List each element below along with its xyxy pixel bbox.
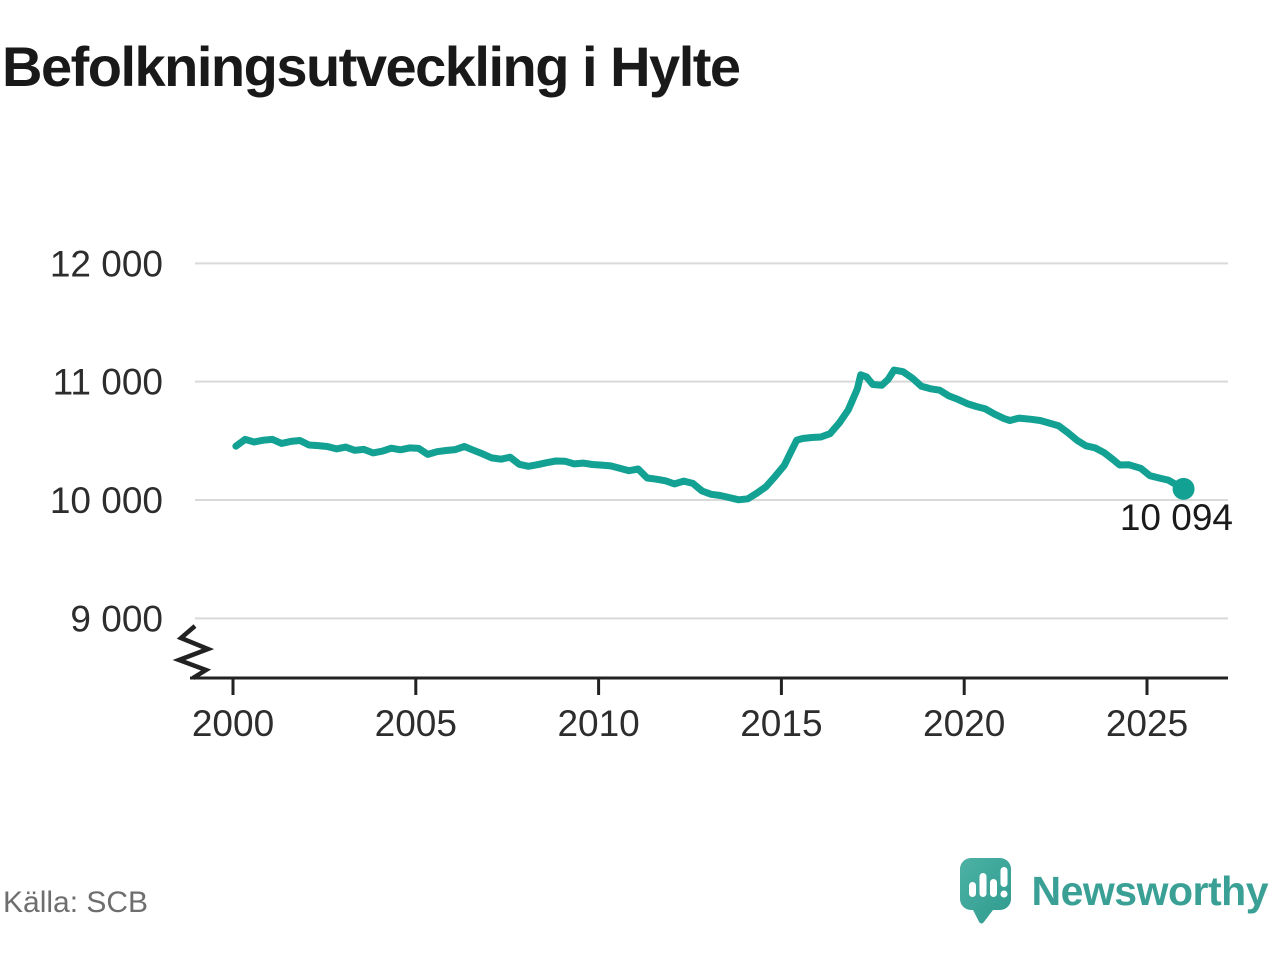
last-value-label: 10 094 [1120, 497, 1233, 538]
y-tick-label: 11 000 [53, 362, 163, 403]
x-tick-label: 2005 [375, 703, 457, 744]
x-tick-label: 2025 [1106, 703, 1188, 744]
x-tick-label: 2010 [557, 703, 639, 744]
newsworthy-logo: Newsworthy [959, 858, 1269, 924]
bar-short [968, 882, 976, 897]
last-value-dot [1172, 477, 1195, 500]
source-label: Källa: SCB [3, 886, 149, 919]
bar-tall [979, 873, 986, 897]
newsworthy-speech-bubble-chart-icon [959, 858, 1011, 924]
brand-name: Newsworthy [1031, 867, 1269, 914]
x-tick-label: 2015 [740, 703, 822, 744]
exclamation-stem [1000, 867, 1007, 887]
bar-medium [989, 879, 997, 897]
exclamation-dot [1000, 890, 1007, 898]
chart-title: Befolkningsutveckling i Hylte [2, 35, 741, 98]
x-tick-label: 2020 [923, 703, 1005, 744]
y-tick-label: 10 000 [50, 480, 163, 521]
y-tick-label: 9 000 [70, 598, 163, 639]
axis-break-icon [172, 624, 215, 680]
y-tick-label: 12 000 [50, 243, 163, 284]
x-tick-label: 2000 [192, 703, 274, 744]
population-line [232, 366, 1188, 504]
